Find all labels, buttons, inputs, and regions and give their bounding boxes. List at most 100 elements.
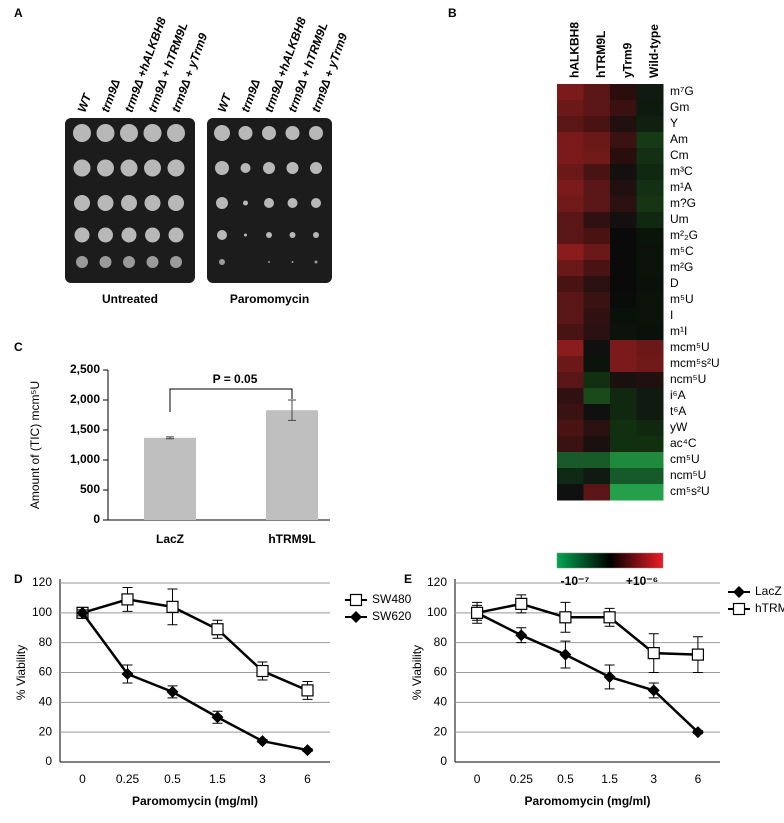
row-label: yW bbox=[670, 420, 688, 434]
heatmap-cell bbox=[636, 404, 664, 421]
yeast-spot bbox=[98, 227, 113, 243]
heatmap-cell bbox=[636, 116, 664, 133]
heatmap-cell bbox=[610, 132, 637, 149]
yeast-spot bbox=[121, 195, 137, 211]
heatmap-cell bbox=[557, 340, 584, 357]
marker bbox=[515, 629, 528, 642]
y-tick-label: 500 bbox=[80, 482, 100, 496]
heatmap-cell bbox=[583, 196, 611, 213]
yeast-spot bbox=[74, 227, 90, 243]
y-tick-label: 0 bbox=[45, 754, 52, 768]
y-tick-label: 120 bbox=[427, 575, 447, 589]
series-line bbox=[476, 602, 698, 656]
x-tick-label: 1.5 bbox=[601, 772, 618, 786]
yeast-spot bbox=[238, 126, 253, 140]
heatmap-cell bbox=[610, 196, 637, 213]
heatmap-cell bbox=[610, 308, 637, 325]
bar bbox=[266, 410, 318, 520]
strain-label: WT bbox=[215, 90, 235, 114]
yeast-spot bbox=[285, 126, 300, 140]
heatmap-cell bbox=[610, 260, 637, 277]
y-tick-label: 80 bbox=[39, 635, 53, 649]
heatmap-cell bbox=[610, 212, 637, 229]
panel-label: B bbox=[448, 6, 457, 20]
row-label: mcm⁵s²U bbox=[670, 356, 720, 370]
x-tick-label: 0.5 bbox=[164, 772, 181, 786]
heatmap-cell bbox=[636, 292, 664, 309]
legend-marker bbox=[733, 586, 745, 598]
heatmap-cell bbox=[636, 340, 664, 357]
heatmap-cell bbox=[583, 148, 611, 165]
heatmap-cell bbox=[636, 468, 664, 485]
marker bbox=[470, 606, 484, 619]
row-label: m⁵U bbox=[670, 292, 694, 306]
heatmap-cell bbox=[583, 244, 611, 261]
row-label: D bbox=[670, 276, 679, 290]
heatmap-cell bbox=[636, 84, 664, 101]
panel-label: E bbox=[404, 572, 412, 586]
y-tick-label: 1,500 bbox=[70, 422, 100, 436]
marker bbox=[691, 648, 705, 661]
row-label: m³C bbox=[670, 164, 693, 178]
y-tick-label: 20 bbox=[434, 724, 448, 738]
yeast-spot bbox=[76, 256, 88, 268]
yeast-spot bbox=[216, 197, 228, 209]
heatmap-cell bbox=[583, 468, 611, 485]
yeast-spot bbox=[215, 161, 229, 175]
yeast-spot bbox=[286, 162, 299, 174]
heatmap-cell bbox=[583, 388, 611, 405]
heatmap-cell bbox=[610, 468, 637, 485]
heatmap-cell bbox=[583, 228, 611, 245]
yeast-spot bbox=[309, 126, 323, 140]
condition-label: Untreated bbox=[102, 292, 158, 306]
row-label: I bbox=[670, 308, 673, 322]
marker bbox=[121, 593, 134, 606]
marker bbox=[121, 667, 134, 680]
heatmap-cell bbox=[557, 468, 584, 485]
marker bbox=[166, 685, 179, 698]
condition-label: Paromomycin bbox=[230, 292, 309, 306]
heatmap-cell bbox=[610, 180, 637, 197]
heatmap-cell bbox=[610, 372, 637, 389]
heatmap-cell bbox=[583, 132, 611, 149]
heatmap-cell bbox=[610, 84, 637, 101]
yeast-spot bbox=[289, 232, 296, 238]
marker bbox=[515, 597, 528, 610]
row-label: ncm⁵U bbox=[670, 372, 706, 386]
heatmap-cell bbox=[610, 148, 637, 165]
heatmap-cell bbox=[557, 244, 584, 261]
yeast-spot bbox=[146, 256, 159, 268]
yeast-spot bbox=[291, 261, 294, 263]
heatmap-cell bbox=[610, 404, 637, 421]
x-tick-label: 0.5 bbox=[557, 772, 574, 786]
row-label: cm⁵U bbox=[670, 452, 700, 466]
y-axis-label: % Viability bbox=[410, 645, 424, 700]
heatmap-cell bbox=[583, 356, 611, 373]
yeast-spot bbox=[168, 227, 184, 243]
yeast-spot bbox=[73, 124, 91, 142]
colorbar bbox=[556, 552, 664, 569]
heatmap-cell bbox=[557, 388, 584, 405]
heatmap-cell bbox=[636, 372, 664, 389]
heatmap-cell bbox=[636, 436, 664, 453]
legend-marker bbox=[349, 593, 363, 607]
heatmap-cell bbox=[636, 324, 664, 341]
yeast-spot bbox=[219, 259, 225, 265]
y-tick-label: 20 bbox=[39, 724, 53, 738]
colorbar-label: -10⁻⁷ bbox=[561, 574, 590, 588]
x-tick-label: 1.5 bbox=[209, 772, 226, 786]
heatmap-cell bbox=[583, 484, 611, 501]
heatmap-cell bbox=[583, 372, 611, 389]
yeast-spot bbox=[123, 256, 135, 268]
heatmap-cell bbox=[583, 84, 611, 101]
heatmap-cell bbox=[610, 340, 637, 357]
heatmap-cell bbox=[557, 116, 584, 133]
y-tick-label: 0 bbox=[440, 754, 447, 768]
marker bbox=[76, 606, 89, 619]
x-tick-label: 0 bbox=[79, 772, 86, 786]
series-line bbox=[81, 612, 308, 752]
heatmap-cell bbox=[610, 292, 637, 309]
heatmap-cell bbox=[636, 452, 664, 469]
heatmap-cell bbox=[557, 132, 584, 149]
row-label: mcm⁵U bbox=[670, 340, 710, 354]
